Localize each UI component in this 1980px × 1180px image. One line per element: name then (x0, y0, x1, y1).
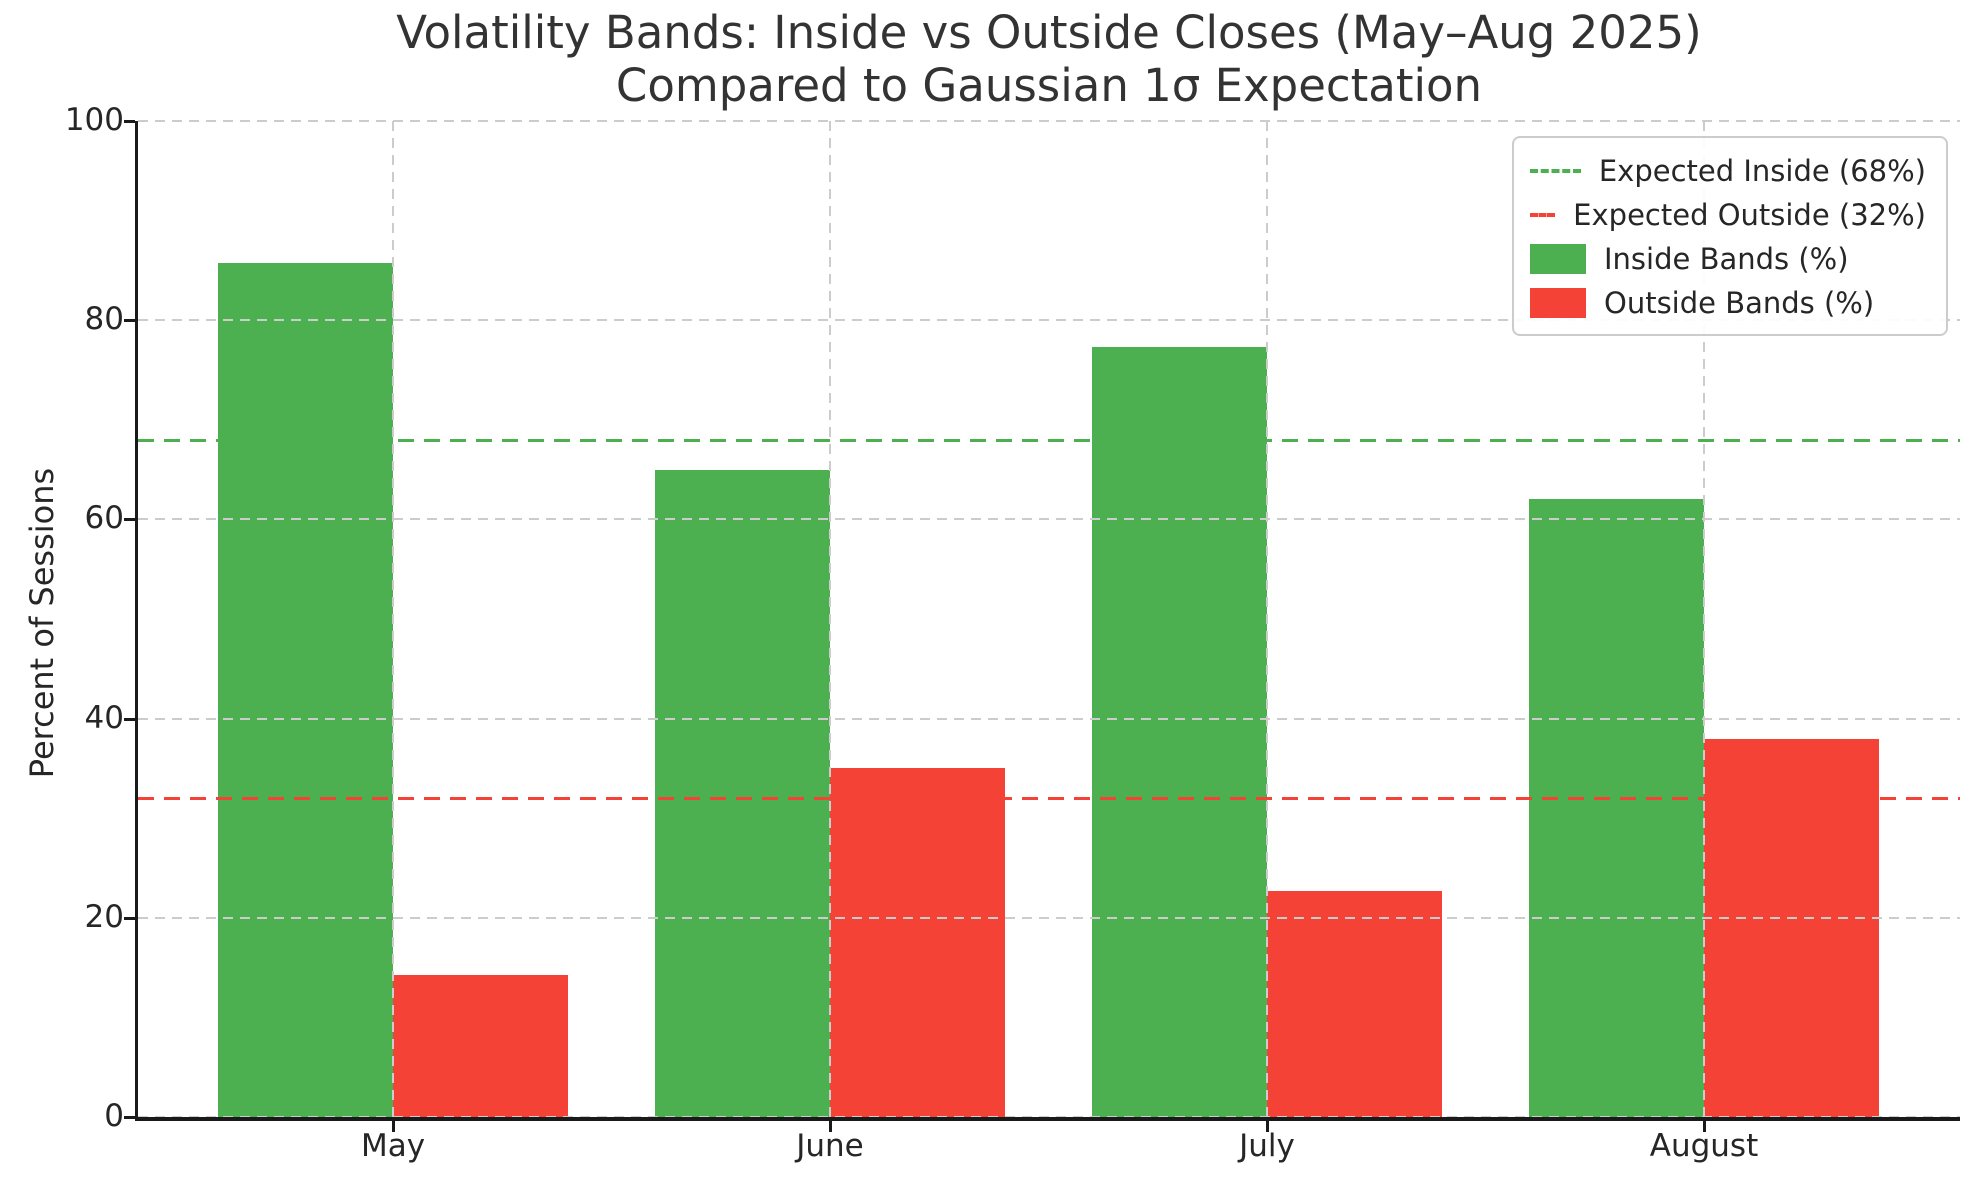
v-gridline-july (1266, 121, 1268, 1117)
y-tick-label-20: 20 (84, 898, 124, 935)
bar-inside-may (218, 263, 393, 1117)
bar-inside-july (1092, 347, 1267, 1117)
y-axis-label: Percent of Sessions (23, 467, 61, 779)
x-tick-label-june: June (796, 1128, 864, 1164)
x-tick-mark-may (392, 1121, 395, 1132)
chart-subtitle: Compared to Gaussian 1σ Expectation (615, 59, 1483, 112)
x-tick-label-july: July (1239, 1128, 1295, 1164)
h-gridline-100 (138, 120, 1960, 122)
chart-title: Volatility Bands: Inside vs Outside Clos… (396, 6, 1702, 59)
legend-item-expected-inside-label: Expected Inside (68%) (1598, 154, 1926, 188)
bar-inside-august (1529, 499, 1704, 1117)
bar-outside-august (1704, 738, 1879, 1117)
y-tick-label-100: 100 (64, 102, 124, 138)
y-tick-label-40: 40 (84, 699, 124, 736)
y-tick-label-80: 80 (84, 301, 124, 338)
legend-item-outside-bands-label: Outside Bands (%) (1604, 286, 1875, 320)
y-tick-mark-40 (124, 717, 135, 721)
x-axis-spine (135, 1117, 1960, 1121)
y-tick-mark-0 (124, 1116, 135, 1119)
x-tick-label-may: May (360, 1128, 426, 1164)
legend-item-inside-bands-label: Inside Bands (%) (1604, 242, 1849, 276)
h-gridline-20 (138, 916, 1960, 919)
v-gridline-june (829, 121, 831, 1117)
y-tick-mark-100 (124, 120, 135, 123)
reference-line-expected-outside (138, 797, 1960, 801)
v-gridline-august (1703, 121, 1705, 1117)
v-gridline-may (392, 121, 394, 1117)
y-tick-mark-60 (124, 518, 135, 522)
legend-dashed-line-swatch (1530, 213, 1556, 217)
legend: Expected Inside (68%) Expected Outside (3… (1512, 136, 1948, 336)
legend-dashed-line-swatch (1530, 169, 1581, 173)
legend-color-swatch (1530, 288, 1586, 318)
x-tick-mark-august (1703, 1121, 1706, 1132)
y-tick-mark-80 (124, 319, 135, 323)
chart-title-block: Volatility Bands: Inside vs Outside Clos… (138, 6, 1960, 112)
y-tick-label-0: 0 (104, 1098, 124, 1134)
x-tick-mark-july (1266, 1121, 1269, 1132)
y-axis-spine (135, 121, 138, 1120)
y-tick-label-60: 60 (84, 500, 124, 537)
legend-item-expected-outside-label: Expected Outside (32%) (1573, 198, 1926, 232)
legend-color-swatch (1530, 244, 1586, 274)
plot-area (124, 120, 1960, 1132)
h-gridline-60 (138, 518, 1960, 521)
y-tick-mark-20 (124, 916, 135, 920)
bar-outside-june (830, 768, 1005, 1117)
legend-item-inside-bands: Inside Bands (%) (1530, 240, 1926, 278)
h-gridline-40 (138, 717, 1960, 720)
x-tick-label-august: August (1649, 1128, 1759, 1164)
bar-outside-july (1267, 890, 1442, 1117)
reference-line-expected-inside (138, 438, 1960, 442)
legend-item-expected-outside: Expected Outside (32%) (1530, 196, 1926, 234)
h-gridline-80 (138, 319, 1960, 322)
legend-item-outside-bands: Outside Bands (%) (1530, 284, 1926, 322)
legend-item-expected-inside: Expected Inside (68%) (1530, 152, 1926, 190)
bar-inside-june (655, 469, 830, 1117)
x-tick-mark-june (829, 1121, 832, 1132)
bar-outside-may (393, 974, 568, 1117)
